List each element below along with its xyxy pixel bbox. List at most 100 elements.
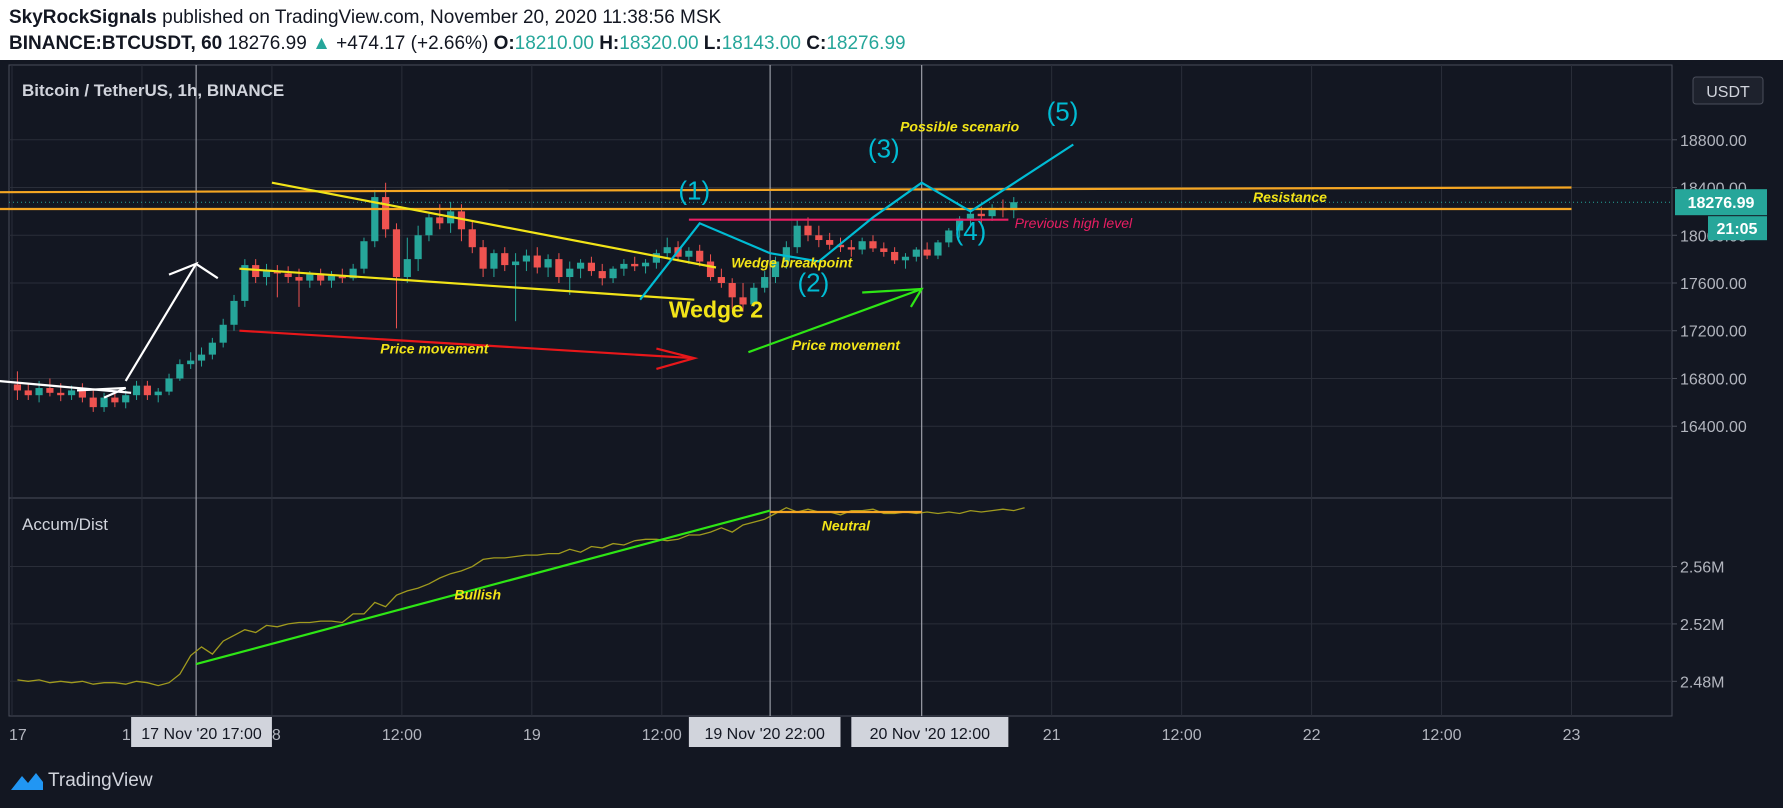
tradingview-brand[interactable]: TradingView (48, 770, 153, 791)
candle-body (392, 229, 401, 278)
candle (566, 261, 574, 295)
candle-body (13, 384, 22, 391)
candle (154, 388, 162, 403)
candle-body (317, 273, 325, 281)
candle-body (306, 273, 314, 281)
candle (880, 242, 888, 257)
candle-body (880, 248, 888, 252)
plot-frame (8, 64, 1673, 717)
candle (176, 359, 184, 381)
x-tick-label: 22 (1303, 727, 1321, 744)
tradingview-logo-icon (11, 773, 43, 790)
candle-body (414, 235, 422, 260)
low-label: L: (703, 33, 722, 54)
candle (869, 235, 877, 252)
candle (522, 249, 531, 272)
candle (479, 240, 487, 278)
candle-body (739, 297, 747, 305)
candle (165, 373, 173, 396)
x-tick-label: 12:00 (642, 727, 682, 744)
candle-body (977, 213, 985, 217)
low-value: 18143.00 (721, 33, 801, 54)
y-tick-label: 16800.00 (1680, 371, 1747, 388)
candle (295, 268, 303, 307)
candle (100, 392, 108, 412)
candle-body (262, 271, 271, 278)
candle-body (67, 390, 76, 396)
symbol-label: BINANCE:BTCUSDT, 60 (9, 33, 223, 54)
candle-body (132, 385, 141, 396)
annotation-label: Previous high level (1015, 215, 1133, 231)
high-value: 18320.00 (619, 33, 699, 54)
candle-body (685, 250, 693, 257)
candle-body (219, 324, 227, 343)
candle (652, 249, 660, 269)
price-axis (1673, 65, 1773, 716)
y-tick-label: 2.56M (1680, 560, 1724, 577)
candle-body (544, 259, 552, 268)
candle (230, 294, 238, 331)
candle (912, 247, 920, 262)
symbol-line: BINANCE:BTCUSDT, 60 18276.99 ▲ +474.17 (… (9, 33, 906, 55)
candle (793, 219, 801, 254)
last-price: 18276.99 (227, 33, 307, 54)
candle (219, 318, 227, 348)
candle (750, 283, 758, 307)
y-tick-label: 2.52M (1680, 617, 1724, 634)
annotation-label: Resistance (1253, 189, 1327, 205)
y-tick-label: 17600.00 (1680, 276, 1747, 293)
candle-body (956, 218, 964, 231)
candle (544, 254, 552, 278)
candle-body (436, 217, 444, 224)
candle-body (901, 256, 910, 261)
y-tick-label: 2.48M (1680, 674, 1724, 691)
annotation-label: (3) (868, 134, 900, 164)
candle (717, 268, 725, 288)
candle (252, 259, 260, 283)
x-tick-label: 12:00 (1422, 727, 1462, 744)
author-name[interactable]: SkyRockSignals (9, 7, 157, 28)
candle (457, 204, 466, 242)
candle-body (295, 277, 303, 281)
price-chart[interactable]: (1) (2) (3) (4) (5) Possible scenario Resistan… (0, 60, 1783, 778)
candle (24, 383, 32, 400)
candle (78, 383, 86, 403)
candle-body (468, 229, 476, 248)
chart-title: Bitcoin / TetherUS, 1h, BINANCE (22, 81, 284, 100)
candle-body (782, 247, 790, 262)
candle-body (717, 277, 725, 283)
bullish-line (195, 509, 771, 666)
annotation-label: Price movement (792, 337, 901, 353)
accum-dist-line (17, 506, 1025, 687)
white-arrow-1 (76, 386, 127, 399)
currency-badge (1692, 76, 1764, 105)
candle (89, 390, 97, 412)
candle-body (761, 277, 769, 288)
candle-body (479, 247, 487, 269)
candle-body (327, 275, 336, 281)
x-tick-label: 17 (9, 727, 27, 744)
candle-body (609, 268, 617, 279)
candle (392, 223, 401, 329)
x-tick-label: 12:00 (382, 727, 422, 744)
candle-body (511, 261, 520, 266)
candle (609, 266, 617, 283)
candle-body (382, 197, 390, 230)
candle-body (966, 213, 975, 219)
candle (728, 278, 736, 310)
last-price-tag-label: 18276.99 (1688, 195, 1755, 212)
crosshair-date-box (688, 717, 841, 747)
candle-body (771, 261, 780, 278)
green-arrow (748, 287, 924, 354)
candle-body (252, 265, 260, 278)
candle-body (46, 388, 54, 393)
candle (934, 240, 942, 260)
candle-body (284, 273, 292, 278)
candle (587, 256, 596, 276)
candle-body (425, 217, 433, 236)
candle-body (208, 342, 216, 355)
candle-body (696, 250, 704, 262)
candle-body (457, 211, 466, 230)
annotation-label: Wedge breakpoint (731, 254, 853, 270)
candle (533, 247, 541, 274)
